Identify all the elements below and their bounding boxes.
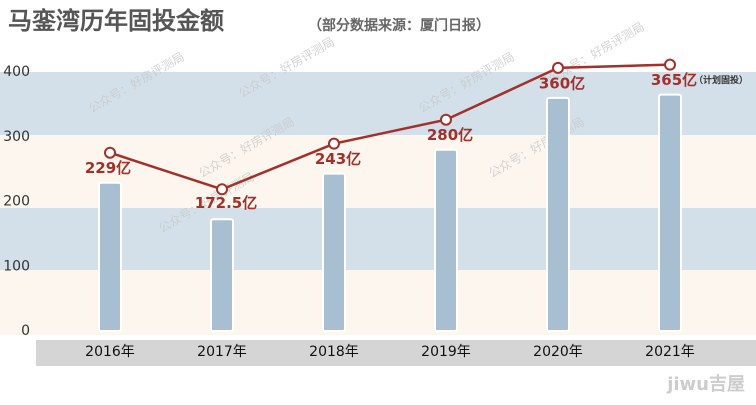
marker	[664, 58, 676, 71]
value-label: 365亿	[651, 71, 697, 89]
bar	[322, 172, 346, 332]
band	[0, 270, 756, 335]
value-label: 172.5亿	[195, 194, 257, 212]
y-tick-label: 400	[3, 64, 30, 80]
bar	[434, 148, 458, 332]
x-tick-label: 2019年	[421, 344, 471, 360]
value-label: 243亿	[315, 150, 361, 168]
x-tick-label: 2016年	[85, 344, 135, 360]
chart-title: 马銮湾历年固投金额	[8, 7, 224, 35]
annotation: （计划固投）	[694, 74, 748, 86]
marker	[216, 183, 228, 196]
bar	[98, 181, 122, 332]
marker	[328, 137, 340, 150]
line	[109, 63, 671, 191]
y-tick-label: 100	[3, 258, 30, 274]
band	[0, 72, 756, 135]
marker	[552, 61, 564, 74]
band	[0, 135, 756, 208]
band	[0, 208, 756, 270]
x-tick-label: 2017年	[197, 344, 247, 360]
value-label: 360亿	[539, 74, 585, 92]
x-tick-label: 2018年	[309, 344, 359, 360]
bar	[210, 218, 234, 332]
y-tick-label: 0	[21, 323, 30, 339]
value-label: 280亿	[427, 126, 473, 144]
marker	[440, 113, 452, 126]
y-tick-label: 300	[3, 129, 30, 145]
chart-subtitle: （部分数据来源：厦门日报）	[308, 17, 490, 34]
marker	[104, 146, 116, 159]
x-tick-label: 2021年	[645, 344, 695, 360]
x-tick-label: 2020年	[533, 344, 583, 360]
y-tick-label: 200	[3, 194, 30, 210]
value-label: 229亿	[85, 159, 131, 177]
logo: jiwu吉屋	[666, 373, 745, 395]
bar	[546, 96, 570, 333]
bar	[658, 93, 682, 332]
floor	[36, 340, 756, 366]
